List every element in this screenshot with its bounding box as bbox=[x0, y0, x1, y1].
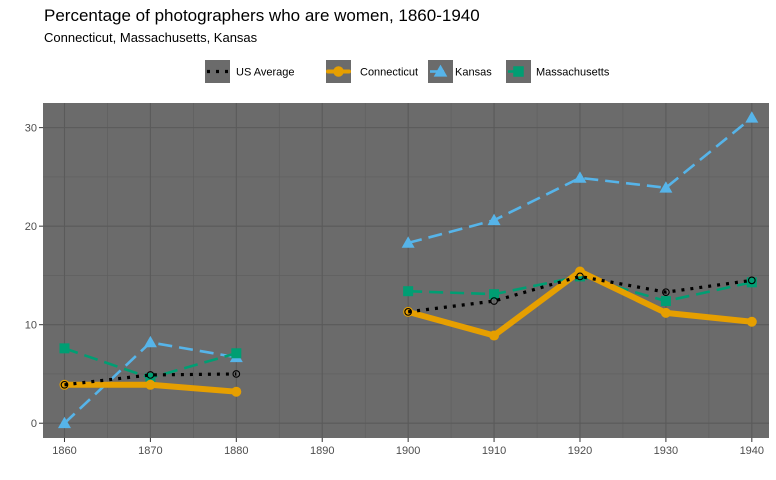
data-point bbox=[745, 111, 759, 123]
data-point bbox=[746, 277, 757, 288]
legend-item-massachusetts: Massachusetts bbox=[506, 60, 610, 83]
x-tick-label: 1890 bbox=[310, 445, 334, 457]
data-point bbox=[59, 343, 70, 354]
data-point bbox=[662, 288, 670, 297]
x-tick-label: 1900 bbox=[396, 445, 420, 457]
data-point bbox=[403, 286, 414, 297]
data-point bbox=[490, 297, 498, 305]
data-point bbox=[746, 316, 757, 327]
y-tick-label: 20 bbox=[25, 221, 37, 233]
data-point bbox=[57, 416, 71, 429]
x-tick-label: 1870 bbox=[138, 445, 162, 457]
x-tick-label: 1880 bbox=[224, 445, 248, 457]
y-tick-label: 30 bbox=[25, 123, 37, 135]
legend-label: Massachusetts bbox=[536, 67, 610, 79]
x-tick-label: 1860 bbox=[52, 445, 76, 457]
legend-marker bbox=[333, 66, 344, 77]
data-point bbox=[146, 371, 155, 379]
x-tick-label: 1940 bbox=[740, 445, 764, 457]
series-line bbox=[64, 372, 237, 387]
legend-label: Connecticut bbox=[360, 67, 418, 79]
data-point bbox=[401, 236, 415, 248]
chart-subtitle: Connecticut, Massachusetts, Kansas bbox=[44, 30, 258, 45]
legend-marker bbox=[513, 66, 524, 77]
data-point bbox=[747, 276, 756, 285]
series-kansas bbox=[57, 111, 759, 429]
chart-title: Percentage of photographers who are wome… bbox=[44, 6, 480, 25]
legend-item-connecticut: Connecticut bbox=[326, 60, 418, 83]
data-point bbox=[231, 348, 242, 359]
data-point bbox=[404, 308, 412, 316]
series-layer bbox=[57, 111, 759, 429]
data-point bbox=[489, 330, 500, 341]
data-point bbox=[487, 213, 501, 226]
legend: US Average Connecticut Kansas Massachusetts bbox=[205, 60, 610, 83]
data-point bbox=[576, 272, 584, 281]
data-point bbox=[489, 289, 500, 300]
legend-marker bbox=[433, 64, 448, 77]
data-point bbox=[573, 171, 587, 183]
series-us-average bbox=[60, 272, 756, 389]
data-point bbox=[143, 335, 157, 348]
y-tick-label: 0 bbox=[31, 418, 37, 430]
x-tick-label: 1920 bbox=[568, 445, 592, 457]
data-point bbox=[232, 370, 241, 378]
series-connecticut bbox=[59, 266, 757, 397]
data-point bbox=[231, 386, 242, 397]
data-point bbox=[60, 380, 69, 389]
data-point bbox=[660, 307, 671, 318]
data-point bbox=[145, 379, 156, 390]
x-tick-label: 1930 bbox=[654, 445, 678, 457]
y-tick-label: 10 bbox=[25, 320, 37, 332]
axes: 0 10 20 30 1860 1870 1880 1890 1900 1910 1920 1930 1… bbox=[25, 123, 764, 457]
data-point bbox=[660, 296, 671, 307]
legend-label: US Average bbox=[236, 67, 295, 79]
legend-item-us-average: US Average bbox=[205, 60, 295, 83]
legend-item-kansas: Kansas bbox=[428, 60, 492, 83]
legend-label: Kansas bbox=[455, 67, 492, 79]
x-tick-label: 1910 bbox=[482, 445, 506, 457]
plot-panel bbox=[43, 103, 769, 438]
data-point bbox=[659, 181, 673, 193]
